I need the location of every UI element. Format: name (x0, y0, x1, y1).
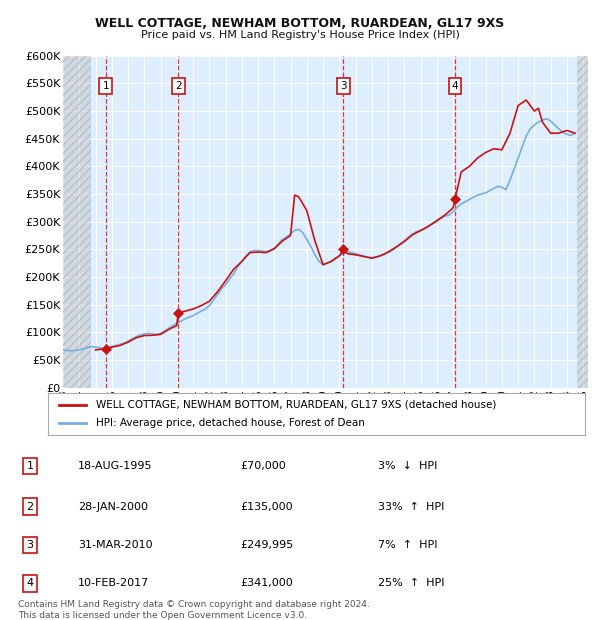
Text: WELL COTTAGE, NEWHAM BOTTOM, RUARDEAN, GL17 9XS: WELL COTTAGE, NEWHAM BOTTOM, RUARDEAN, G… (95, 17, 505, 30)
Text: 2: 2 (175, 81, 181, 91)
Text: 2: 2 (26, 502, 34, 512)
Text: 4: 4 (452, 81, 458, 91)
Text: 4: 4 (26, 578, 34, 588)
Text: 18-AUG-1995: 18-AUG-1995 (78, 461, 152, 471)
Text: This data is licensed under the Open Government Licence v3.0.: This data is licensed under the Open Gov… (18, 611, 307, 620)
Text: Contains HM Land Registry data © Crown copyright and database right 2024.: Contains HM Land Registry data © Crown c… (18, 600, 370, 609)
Text: WELL COTTAGE, NEWHAM BOTTOM, RUARDEAN, GL17 9XS (detached house): WELL COTTAGE, NEWHAM BOTTOM, RUARDEAN, G… (97, 400, 497, 410)
Text: 3%  ↓  HPI: 3% ↓ HPI (378, 461, 437, 471)
Text: 28-JAN-2000: 28-JAN-2000 (78, 502, 148, 512)
Text: £249,995: £249,995 (240, 540, 293, 550)
Text: HPI: Average price, detached house, Forest of Dean: HPI: Average price, detached house, Fore… (97, 418, 365, 428)
Text: £70,000: £70,000 (240, 461, 286, 471)
Text: 7%  ↑  HPI: 7% ↑ HPI (378, 540, 437, 550)
Text: 10-FEB-2017: 10-FEB-2017 (78, 578, 149, 588)
Bar (63, 56, 91, 388)
Text: 33%  ↑  HPI: 33% ↑ HPI (378, 502, 445, 512)
Text: 1: 1 (26, 461, 34, 471)
Text: 3: 3 (340, 81, 347, 91)
Text: 3: 3 (26, 540, 34, 550)
Text: 25%  ↑  HPI: 25% ↑ HPI (378, 578, 445, 588)
Text: Price paid vs. HM Land Registry's House Price Index (HPI): Price paid vs. HM Land Registry's House … (140, 30, 460, 40)
Text: £341,000: £341,000 (240, 578, 293, 588)
Text: 1: 1 (103, 81, 109, 91)
Bar (577, 56, 588, 388)
Text: £135,000: £135,000 (240, 502, 293, 512)
Text: 31-MAR-2010: 31-MAR-2010 (78, 540, 152, 550)
